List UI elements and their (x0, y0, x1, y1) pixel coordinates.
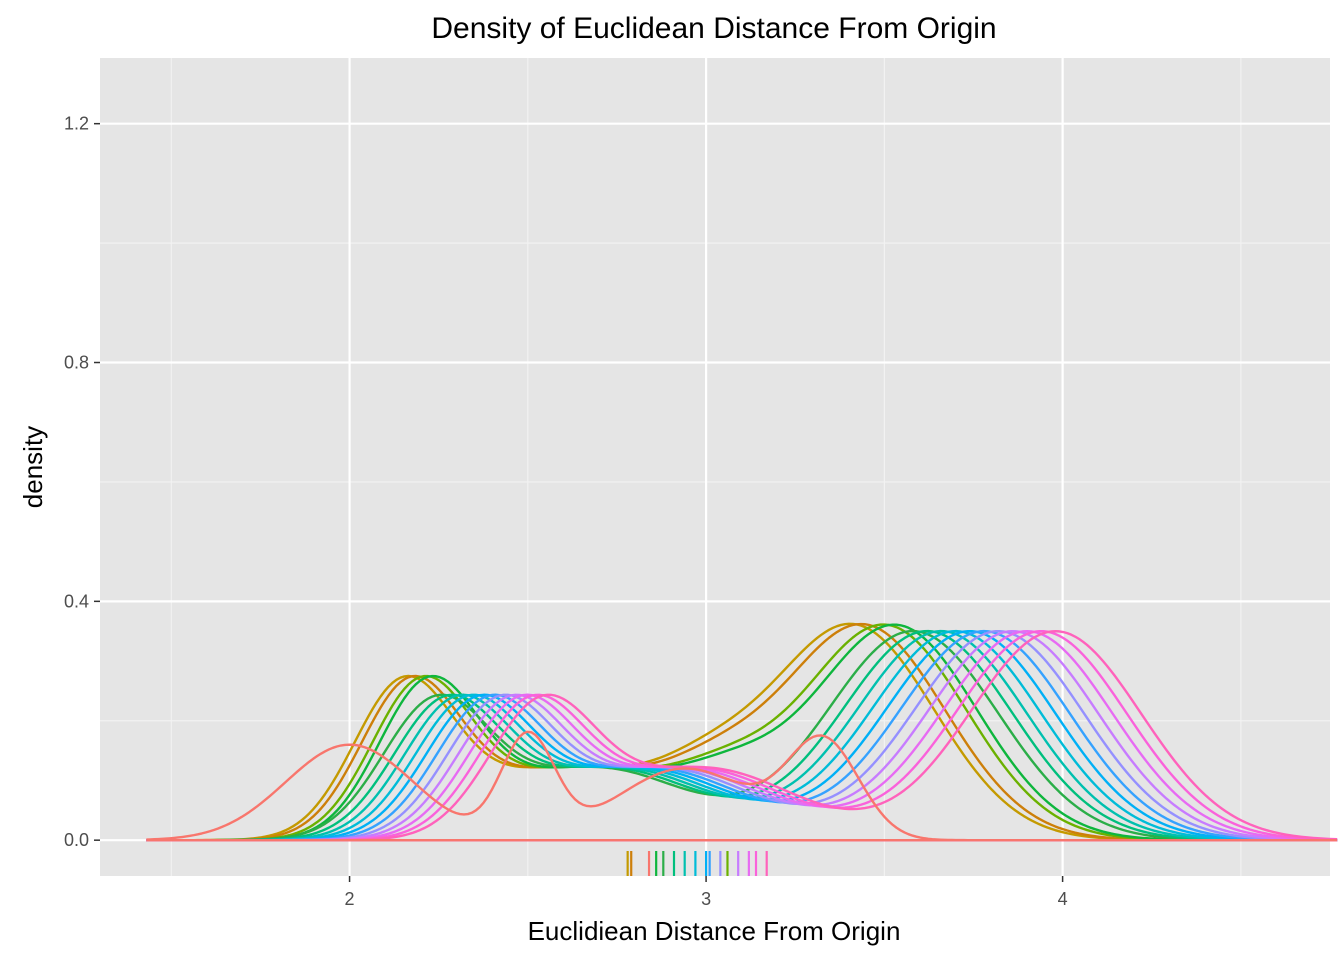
y-tick-label: 1.2 (64, 114, 89, 134)
density-curve (146, 623, 1338, 842)
y-tick-label: 0.0 (64, 830, 89, 850)
x-axis: 2 3 4 (345, 876, 1068, 909)
y-tick-label: 0.8 (64, 353, 89, 373)
plot-background (100, 58, 1330, 876)
x-tick-label: 3 (701, 889, 711, 909)
x-tick-label: 2 (345, 889, 355, 909)
chart-title: Density of Euclidean Distance From Origi… (431, 12, 996, 45)
minor-gridlines (100, 58, 1330, 876)
density-curve (146, 629, 1338, 842)
x-tick-label: 4 (1058, 889, 1068, 909)
y-axis-title: density (18, 426, 48, 508)
rug-marks (626, 851, 768, 876)
density-curve (146, 629, 1338, 842)
density-curve (146, 629, 1338, 842)
x-axis-title: Euclidiean Distance From Origin (528, 916, 901, 946)
y-tick-label: 0.4 (64, 591, 89, 611)
y-axis: 0.0 0.4 0.8 1.2 (64, 114, 100, 850)
